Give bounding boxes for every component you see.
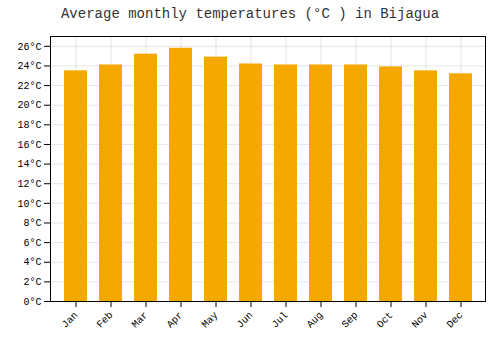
svg-text:Aug: Aug xyxy=(305,310,326,331)
svg-text:0°C: 0°C xyxy=(23,297,41,308)
svg-text:6°C: 6°C xyxy=(23,238,41,249)
svg-text:Dec: Dec xyxy=(445,310,466,331)
svg-text:16°C: 16°C xyxy=(17,140,41,151)
svg-text:20°C: 20°C xyxy=(17,100,41,111)
svg-text:18°C: 18°C xyxy=(17,120,41,131)
html-text:Average monthly temperatures (: Average monthly temperatures (°C ) in Bi… xyxy=(61,6,439,22)
svg-text:Nov: Nov xyxy=(410,310,431,331)
svg-text:Jan: Jan xyxy=(60,310,81,331)
svg-text:10°C: 10°C xyxy=(17,199,41,210)
svg-text:22°C: 22°C xyxy=(17,81,41,92)
svg-text:Mar: Mar xyxy=(130,310,151,331)
svg-text:Jun: Jun xyxy=(235,310,256,331)
svg-text:Jul: Jul xyxy=(270,310,291,331)
svg-text:12°C: 12°C xyxy=(17,179,41,190)
svg-text:4°C: 4°C xyxy=(23,257,41,268)
svg-text:2°C: 2°C xyxy=(23,277,41,288)
svg-text:26°C: 26°C xyxy=(17,42,41,53)
svg-text:24°C: 24°C xyxy=(17,61,41,72)
svg-text:14°C: 14°C xyxy=(17,159,41,170)
svg-text:Feb: Feb xyxy=(95,310,116,331)
svg-text:Apr: Apr xyxy=(165,310,186,331)
svg-text:Oct: Oct xyxy=(375,310,396,331)
svg-text:Sep: Sep xyxy=(340,310,361,331)
svg-text:May: May xyxy=(200,310,221,331)
svg-text:8°C: 8°C xyxy=(23,218,41,229)
